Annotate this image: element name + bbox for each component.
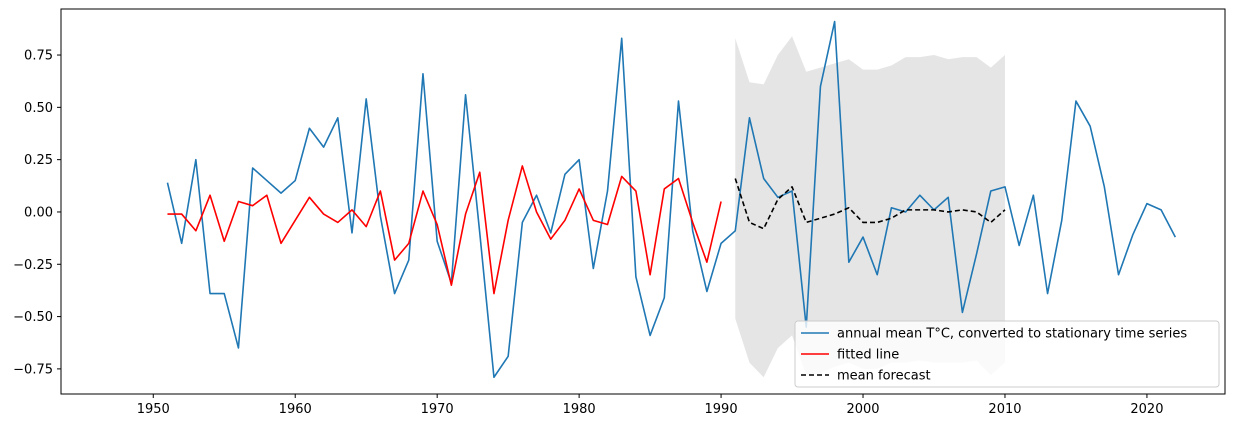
y-tick-label: 0.50 (24, 101, 53, 116)
x-tick-label: 1990 (705, 402, 738, 417)
series-layer (166, 20, 1177, 379)
y-tick-label: 0.75 (24, 49, 53, 64)
x-axis: 1950 1960 1970 1980 1990 2000 2010 2020 (137, 394, 1163, 417)
y-tick-label: −0.25 (13, 258, 53, 273)
observed-series-line (166, 20, 1177, 379)
x-tick-label: 1950 (137, 402, 170, 417)
x-tick-label: 2020 (1130, 402, 1163, 417)
x-tick-label: 2010 (988, 402, 1021, 417)
axes-frame (60, 8, 1226, 395)
legend-label-fitted: fitted line (837, 348, 899, 363)
legend-label-observed: annual mean T°C, converted to stationary… (837, 327, 1187, 342)
y-tick-label: 0.25 (24, 153, 53, 168)
legend-label-forecast: mean forecast (837, 369, 931, 384)
x-tick-label: 1980 (563, 402, 596, 417)
forecast-series-line (734, 178, 1006, 230)
fitted-series-line (167, 165, 722, 295)
y-axis: −0.75 −0.50 −0.25 0.00 0.25 0.50 0.75 (13, 49, 61, 377)
x-tick-label: 2000 (846, 402, 879, 417)
y-tick-label: 0.00 (24, 205, 53, 220)
y-tick-label: −0.75 (13, 362, 53, 377)
y-tick-label: −0.50 (13, 310, 53, 325)
legend-box (794, 320, 1220, 388)
legend: annual mean T°C, converted to stationary… (794, 320, 1220, 388)
x-tick-label: 1970 (421, 402, 454, 417)
x-tick-label: 1960 (279, 402, 312, 417)
